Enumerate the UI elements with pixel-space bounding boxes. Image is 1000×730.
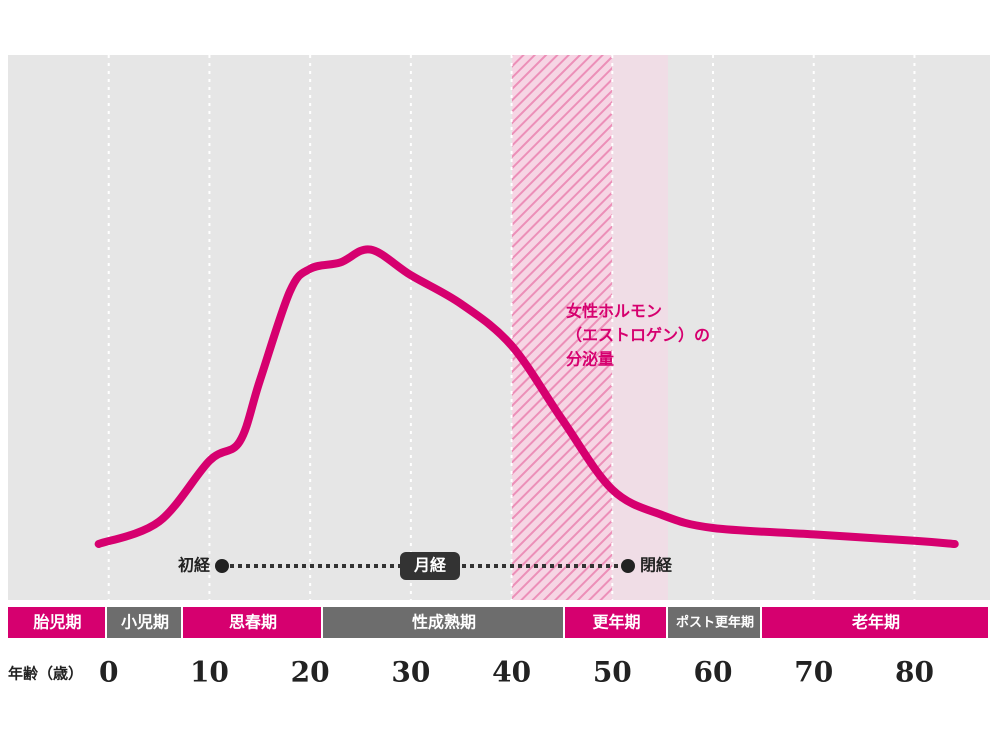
x-tick-label: 70: [794, 656, 833, 689]
stage-band: [323, 607, 563, 638]
stage-band: [668, 607, 760, 638]
annotation: 分泌量: [566, 350, 614, 369]
stage-label: 小児期: [121, 613, 169, 632]
x-tick-label: 20: [291, 656, 330, 689]
hormone-curve: [94, 245, 959, 548]
x-tick-label: 10: [190, 656, 229, 689]
stage-band: [565, 607, 666, 638]
period-box: [400, 552, 460, 580]
stage-band: [107, 607, 181, 638]
annotation: 女性ホルモン: [566, 302, 662, 321]
period-middle: 月経: [413, 556, 447, 575]
x-tick-label: 50: [593, 656, 632, 689]
stage-label: 思春期: [229, 613, 277, 632]
x-tick-label: 0: [99, 656, 118, 689]
x-tick-label: 60: [694, 656, 733, 689]
x-tick-label: 40: [492, 656, 531, 689]
period-dot: [215, 559, 229, 573]
stage-label: 胎児期: [33, 613, 81, 632]
x-tick-label: 80: [895, 656, 934, 689]
stage-label: 老年期: [851, 613, 900, 632]
stage-label: ポスト更年期: [676, 615, 754, 631]
stage-label: 性成熟期: [412, 613, 476, 632]
menopause-zone: [512, 55, 612, 600]
x-tick-label: 30: [391, 656, 430, 689]
stage-band: [762, 607, 988, 638]
period-dot: [621, 559, 635, 573]
annotation: （エストロゲン）の: [566, 326, 710, 345]
stage-label: 更年期: [592, 613, 640, 632]
stage-band: [183, 607, 321, 638]
period-end: 閉経: [640, 556, 673, 575]
stage-band: [8, 607, 105, 638]
x-axis-label: 年齢（歳）: [8, 665, 83, 683]
period-start: 初経: [178, 556, 211, 575]
